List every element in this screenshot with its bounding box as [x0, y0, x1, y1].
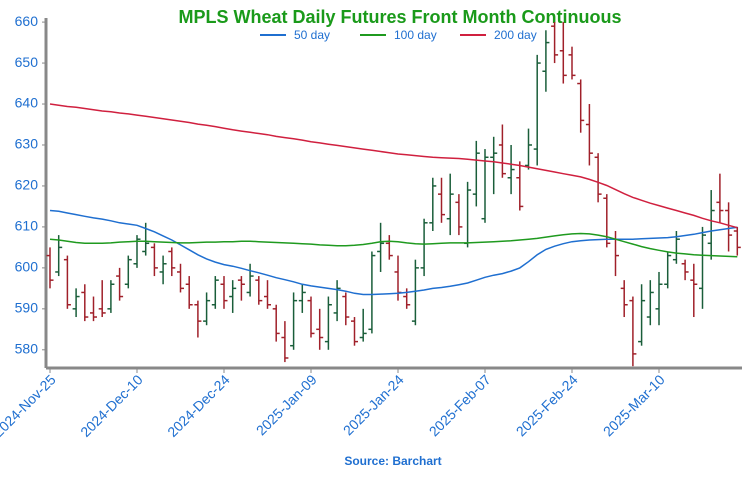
- y-tick-label: 630: [15, 136, 39, 152]
- moving-average-line: [49, 103, 738, 229]
- source-note: Source: Barchart: [344, 454, 441, 468]
- moving-average-line: [49, 232, 738, 258]
- y-tick-label: 650: [15, 54, 39, 70]
- y-tick-label: 600: [15, 259, 39, 275]
- legend-label: 50 day: [294, 28, 330, 42]
- chart-title: MPLS Wheat Daily Futures Front Month Con…: [179, 7, 622, 27]
- moving-average-line: [49, 209, 738, 296]
- legend-label: 100 day: [394, 28, 437, 42]
- y-tick-label: 580: [15, 340, 39, 356]
- y-tick-label: 590: [15, 300, 39, 316]
- y-tick-label: 660: [15, 13, 39, 29]
- y-tick-label: 620: [15, 177, 39, 193]
- y-tick-label: 610: [15, 218, 39, 234]
- legend-label: 200 day: [494, 28, 537, 42]
- y-tick-label: 640: [15, 95, 39, 111]
